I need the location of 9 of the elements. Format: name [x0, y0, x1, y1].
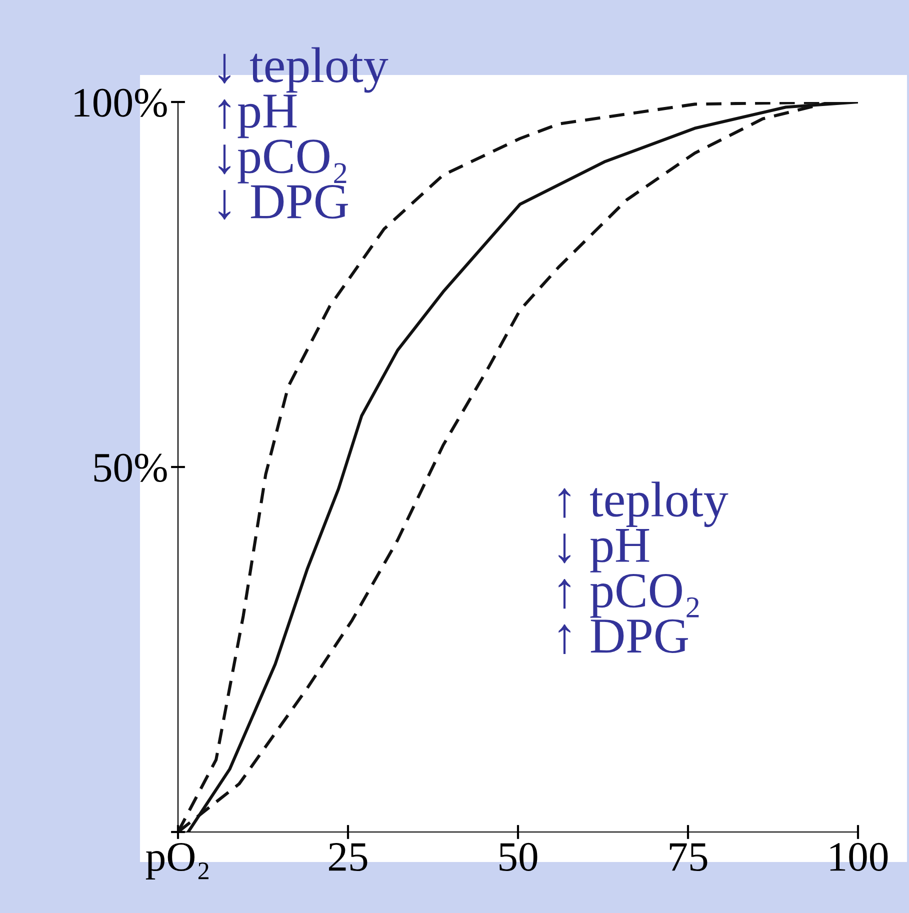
- x-tick-label: 50: [500, 842, 538, 872]
- y-tick-label: 100%: [74, 88, 167, 118]
- x-tick-label: 75: [670, 843, 708, 872]
- x-tick-label: 100: [830, 842, 888, 872]
- x-tick-label: pO₂: [146, 843, 208, 880]
- annotation: ↓ teploty ↑pH ↓pCO₂ ↓ DPG: [218, 47, 388, 220]
- annotation: ↑ teploty ↓ pH ↑ pCO₂ ↑ DPG: [558, 482, 728, 654]
- y-tick-label: 50%: [94, 454, 167, 482]
- x-tick-label: 25: [328, 843, 368, 872]
